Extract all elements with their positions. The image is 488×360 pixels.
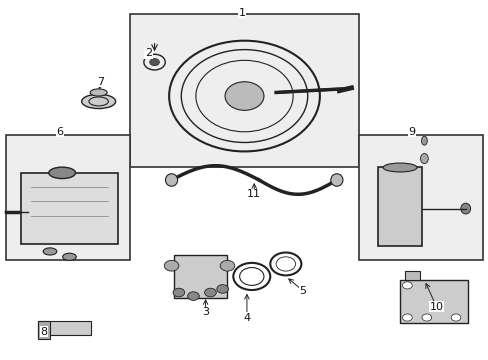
Circle shape <box>402 282 411 289</box>
Ellipse shape <box>165 174 177 186</box>
Text: 11: 11 <box>247 189 261 199</box>
Text: 8: 8 <box>41 327 48 337</box>
Ellipse shape <box>382 163 416 172</box>
Ellipse shape <box>81 94 116 109</box>
Circle shape <box>450 314 460 321</box>
Ellipse shape <box>330 174 342 186</box>
Circle shape <box>173 288 184 297</box>
Ellipse shape <box>420 154 427 163</box>
FancyBboxPatch shape <box>358 135 482 260</box>
Ellipse shape <box>460 203 469 214</box>
Circle shape <box>216 285 228 293</box>
Circle shape <box>187 292 199 300</box>
Text: 5: 5 <box>299 286 305 296</box>
FancyBboxPatch shape <box>174 255 227 298</box>
Circle shape <box>421 314 431 321</box>
Text: 6: 6 <box>56 127 63 137</box>
Text: 9: 9 <box>408 127 415 137</box>
Circle shape <box>224 82 264 111</box>
FancyBboxPatch shape <box>38 321 91 336</box>
FancyBboxPatch shape <box>404 271 419 280</box>
Circle shape <box>164 260 179 271</box>
Circle shape <box>204 288 216 297</box>
Text: 10: 10 <box>428 302 443 312</box>
FancyBboxPatch shape <box>6 135 130 260</box>
FancyBboxPatch shape <box>38 321 50 339</box>
Circle shape <box>220 260 234 271</box>
Text: 3: 3 <box>202 307 209 317</box>
Text: 4: 4 <box>243 312 250 323</box>
Text: 1: 1 <box>238 8 245 18</box>
Ellipse shape <box>62 253 76 260</box>
Circle shape <box>149 59 159 66</box>
Text: 7: 7 <box>97 77 104 87</box>
Circle shape <box>402 314 411 321</box>
FancyBboxPatch shape <box>377 167 421 246</box>
Ellipse shape <box>421 136 427 145</box>
FancyBboxPatch shape <box>399 280 467 323</box>
Text: 2: 2 <box>145 48 152 58</box>
Ellipse shape <box>43 248 57 255</box>
Ellipse shape <box>90 89 107 96</box>
Ellipse shape <box>49 167 75 179</box>
FancyBboxPatch shape <box>130 14 358 167</box>
FancyBboxPatch shape <box>21 173 118 244</box>
